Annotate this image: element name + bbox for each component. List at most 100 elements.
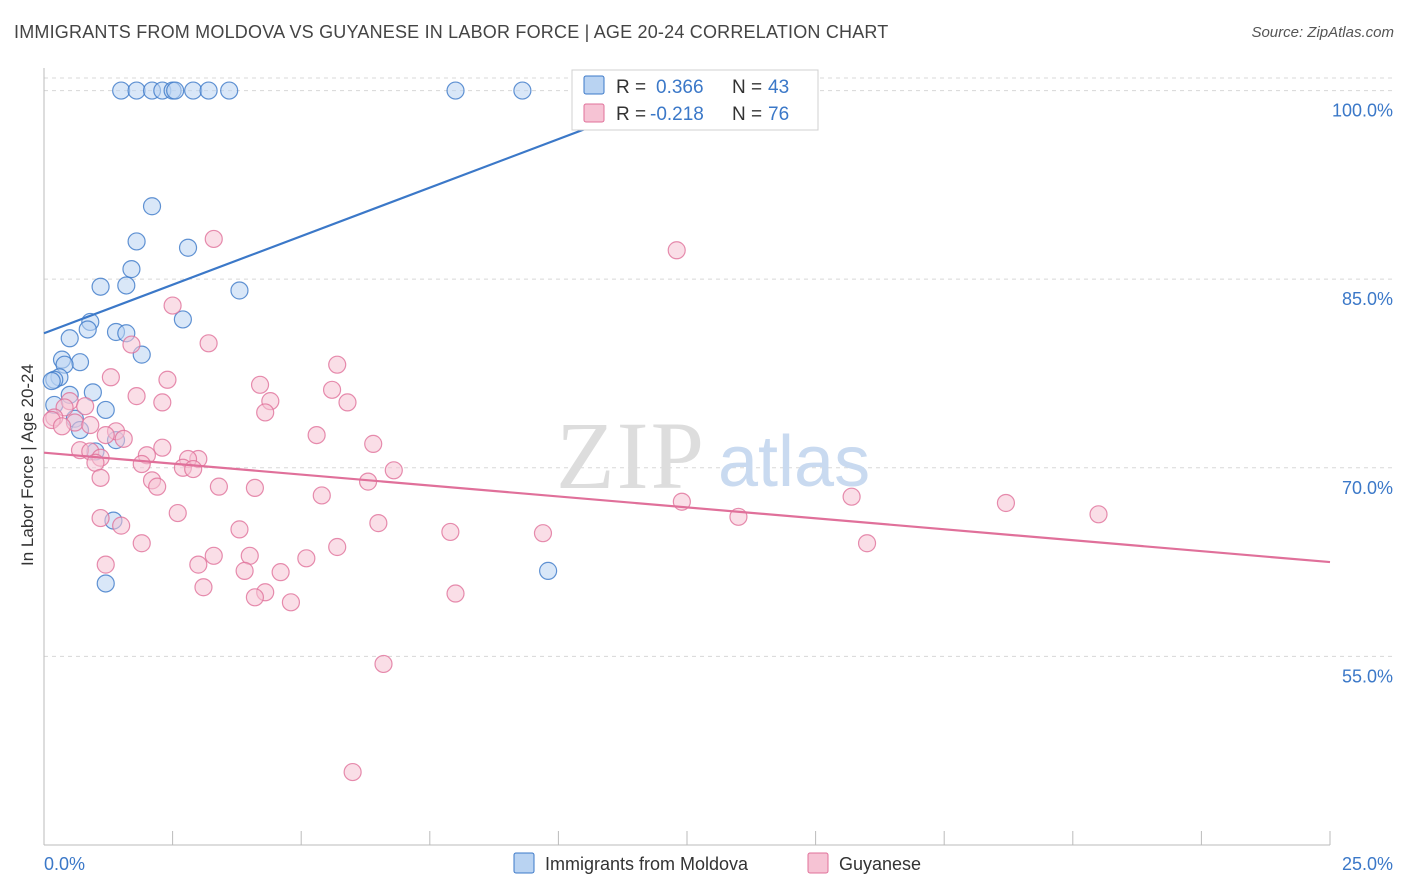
- guyanese-point: [230, 520, 249, 539]
- guyanese-point: [441, 522, 460, 542]
- moldova-point: [230, 281, 249, 300]
- guyanese-point: [297, 549, 316, 568]
- series-legend-swatch-guyanese: [807, 852, 829, 874]
- guyanese-point: [148, 477, 167, 496]
- series-legend: Immigrants from Moldova Guyanese: [513, 852, 921, 874]
- guyanese-point: [96, 425, 115, 445]
- guyanese-point: [374, 654, 393, 674]
- guyanese-point: [369, 514, 388, 533]
- guyanese-point: [256, 403, 275, 422]
- moldova-point: [446, 81, 465, 100]
- y-tick-label: 85.0%: [1342, 289, 1393, 309]
- moldova-point: [127, 81, 146, 100]
- moldova-point: [178, 238, 198, 257]
- guyanese-point: [76, 397, 95, 416]
- moldova-point: [60, 329, 79, 348]
- guyanese-point: [533, 524, 553, 543]
- series-legend-label-guyanese: Guyanese: [839, 854, 921, 874]
- moldova-point: [539, 561, 558, 580]
- moldova-point: [142, 197, 162, 216]
- guyanese-point: [322, 380, 342, 399]
- guyanese-point: [857, 534, 877, 553]
- guyanese-point: [199, 334, 218, 353]
- moldova-point: [96, 574, 115, 593]
- guyanese-point: [91, 508, 110, 528]
- watermark: ZIP atlas: [556, 402, 870, 509]
- series-legend-label-moldova: Immigrants from Moldova: [545, 854, 749, 874]
- guyanese-point: [338, 393, 357, 412]
- guyanese-point: [328, 355, 347, 374]
- guyanese-point: [153, 438, 172, 457]
- guyanese-point: [52, 417, 72, 436]
- guyanese-point: [153, 393, 172, 412]
- moldova-point: [122, 260, 141, 279]
- guyanese-point: [127, 387, 146, 406]
- guyanese-point: [281, 593, 301, 612]
- guyanese-point: [158, 370, 177, 389]
- guyanese-point: [271, 563, 290, 582]
- data-points: [42, 81, 1108, 782]
- guyanese-point: [235, 561, 254, 580]
- moldova-point: [78, 320, 97, 339]
- guyanese-point: [112, 516, 131, 535]
- watermark-atlas: atlas: [718, 422, 870, 502]
- moldova-point: [513, 81, 532, 100]
- legend-r-label-pink: R =: [616, 104, 646, 125]
- guyanese-point: [364, 434, 383, 453]
- moldova-point: [112, 81, 131, 100]
- guyanese-point: [96, 555, 115, 574]
- legend-r-label-blue: R =: [616, 77, 646, 98]
- guyanese-point: [132, 534, 151, 553]
- legend-r-value-pink: -0.218: [650, 104, 704, 125]
- guyanese-point: [343, 762, 362, 782]
- guyanese-point: [384, 461, 403, 480]
- correlation-legend: R = 0.366 N = 43 R = -0.218 N = 76: [571, 69, 819, 131]
- guyanese-point: [189, 555, 208, 574]
- guyanese-point: [312, 486, 331, 505]
- moldova-point: [199, 81, 218, 100]
- moldova-point: [117, 276, 136, 295]
- guyanese-point: [91, 468, 110, 487]
- legend-swatch-blue: [583, 75, 605, 95]
- guyanese-point: [328, 537, 347, 557]
- guyanese-point: [168, 503, 187, 523]
- guyanese-point: [184, 459, 203, 479]
- chart-title: IMMIGRANTS FROM MOLDOVA VS GUYANESE IN L…: [14, 22, 889, 42]
- moldova-point: [96, 400, 115, 420]
- legend-swatch-pink: [583, 103, 605, 123]
- guyanese-point: [114, 429, 133, 448]
- moldova-point: [70, 353, 90, 372]
- guyanese-point: [132, 454, 151, 474]
- y-tick-label: 100.0%: [1332, 101, 1393, 121]
- moldova-point: [166, 81, 185, 100]
- moldova-trend-line: [43, 89, 688, 335]
- guyanese-point: [209, 477, 228, 496]
- guyanese-point: [996, 493, 1016, 513]
- guyanese-point: [667, 241, 686, 260]
- y-tick-label: 70.0%: [1342, 478, 1393, 498]
- tick-labels: 55.0% 70.0% 85.0% 100.0% 0.0% 25.0%: [44, 101, 1393, 874]
- guyanese-point: [101, 368, 120, 387]
- legend-n-label-blue: N =: [732, 77, 762, 98]
- axes: [43, 68, 1331, 846]
- guyanese-point: [204, 546, 223, 565]
- guyanese-point: [245, 478, 265, 498]
- guyanese-point: [1089, 505, 1108, 524]
- guyanese-point: [307, 425, 326, 445]
- guyanese-point: [81, 415, 100, 435]
- guyanese-point: [204, 229, 223, 249]
- guyanese-point: [122, 335, 141, 354]
- x-tick-label: 0.0%: [44, 854, 85, 874]
- guyanese-point: [194, 578, 213, 597]
- moldova-point: [220, 81, 239, 100]
- guyanese-point: [446, 584, 465, 603]
- moldova-point: [184, 81, 203, 100]
- moldova-point: [173, 310, 192, 329]
- legend-n-label-pink: N =: [732, 104, 762, 125]
- watermark-zip: ZIP: [556, 402, 706, 509]
- moldova-point: [83, 383, 102, 402]
- guyanese-point: [250, 375, 270, 394]
- guyanese-point: [163, 296, 182, 315]
- source-label: Source: ZipAtlas.com: [1251, 24, 1394, 41]
- series-legend-swatch-moldova: [513, 852, 535, 874]
